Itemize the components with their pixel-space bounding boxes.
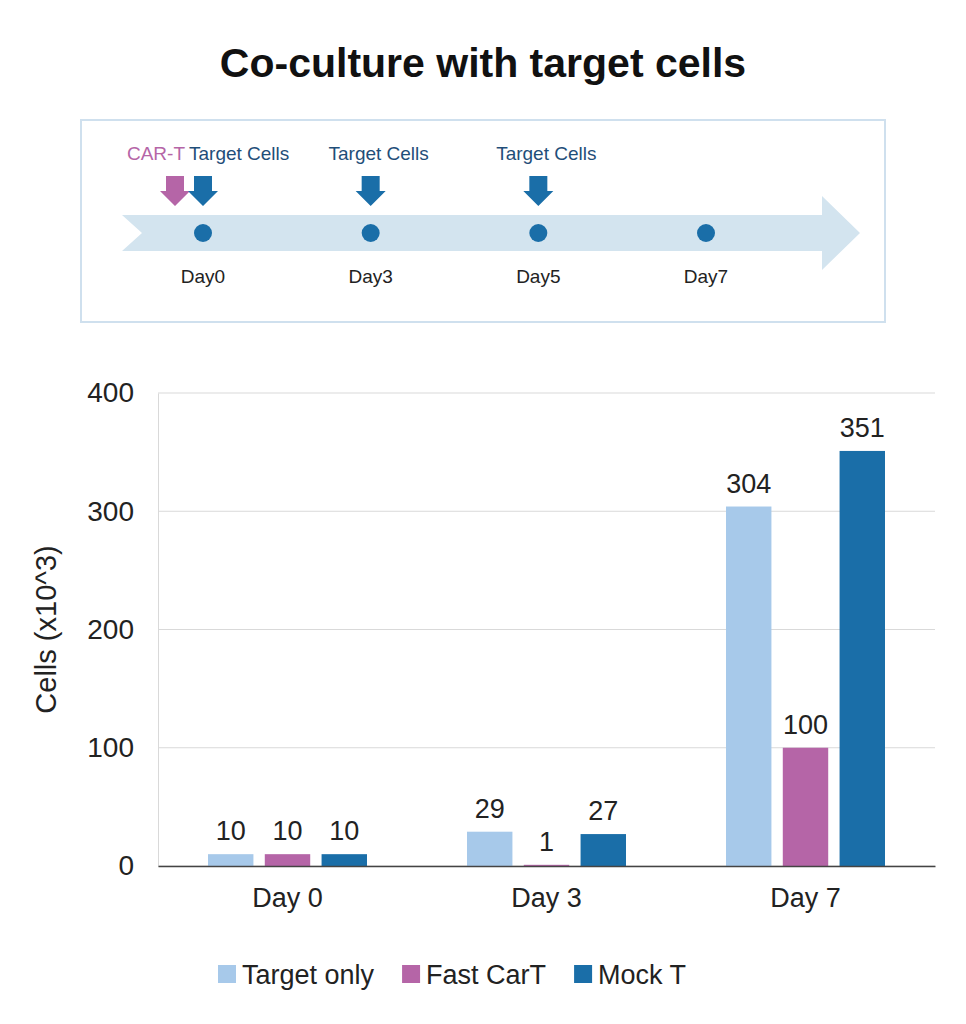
bar [840,451,885,866]
data-label: 10 [216,816,246,846]
x-tick-label: Day 0 [252,883,323,913]
x-tick: Day 0 [252,866,323,913]
y-axis-line [158,394,159,867]
y-tick-label: 200 [87,614,134,645]
grid-line [158,511,935,512]
bar [322,854,367,866]
x-tick-label: Day 7 [770,883,841,913]
timeline-dot [194,224,212,242]
event-label: Target Cells [189,143,289,164]
y-tick-label: 300 [87,496,134,527]
legend-swatch [218,965,236,983]
event-arrow [188,176,218,206]
legend-swatch [402,965,420,983]
title: Co-culture with target cells [220,40,746,86]
event-arrow [356,176,386,206]
y-tick: 0 [118,850,158,881]
y-tick: 400 [87,377,158,408]
bar [726,507,771,866]
grid-line [158,392,935,393]
x-axis: Day 0 Day 3 Day 7 [159,866,936,913]
data-label: 304 [726,469,771,499]
timeline-label: Day0 [181,266,225,287]
bar [581,834,626,866]
bars [208,451,885,866]
legend-item: Target only [218,960,375,990]
event-arrow [523,176,553,206]
legend-label: Fast CarT [426,960,546,990]
data-label: 100 [783,710,828,740]
x-tick: Day 3 [511,866,582,913]
bar [208,854,253,866]
y-tick: 100 [87,732,158,763]
data-label: 10 [272,816,302,846]
event-label: Target Cells [329,143,429,164]
bar [265,854,310,866]
timeline-frame [81,120,885,322]
legend-swatch [574,965,592,983]
bar [467,832,512,866]
grid-line [158,629,935,630]
y-tick: 200 [87,614,158,645]
data-label: 10 [329,816,359,846]
bar [783,748,828,866]
y-tick-label: 100 [87,732,134,763]
y-axis: 0 100 200 300 400 [87,377,158,881]
legend: Target only Fast CarT Mock T [218,960,686,990]
x-tick: Day 7 [770,866,841,913]
data-labels: 10 29 304 10 1 100 10 27 351 [216,413,885,857]
data-label: 1 [539,827,554,857]
timeline-label: Day5 [516,266,560,287]
legend-item: Fast CarT [402,960,546,990]
data-label: 351 [840,413,885,443]
chart: Co-culture with target cellsDay0CAR-TTar… [0,0,966,1024]
y-tick-label: 400 [87,377,134,408]
timeline-arrow [122,196,860,270]
event-arrow [160,176,190,206]
grid [158,393,935,866]
legend-label: Mock T [598,960,686,990]
timeline: Day0CAR-TTarget CellsDay3Target CellsDay… [81,120,885,322]
data-label: 29 [475,794,505,824]
timeline-dot [529,224,547,242]
timeline-label: Day3 [348,266,392,287]
y-axis-title: Cells (x10^3) [30,545,62,713]
y-tick-label: 0 [118,850,134,881]
event-label: Target Cells [496,143,596,164]
event-label: CAR-T [127,143,185,164]
timeline-dot [697,224,715,242]
data-label: 27 [588,796,618,826]
timeline-dot [362,224,380,242]
legend-item: Mock T [574,960,686,990]
timeline-label: Day7 [684,266,728,287]
y-tick: 300 [87,496,158,527]
x-tick-label: Day 3 [511,883,582,913]
legend-label: Target only [242,960,375,990]
x-axis-line [159,866,936,868]
